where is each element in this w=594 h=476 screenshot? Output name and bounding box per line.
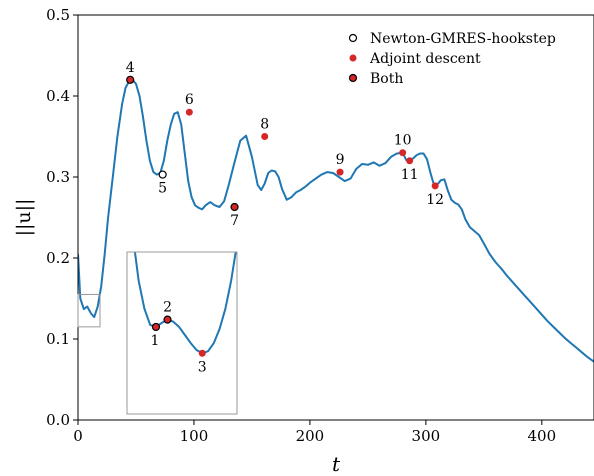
legend-marker — [348, 73, 358, 83]
series-line — [78, 78, 594, 363]
orbit-point-label: 11 — [401, 167, 419, 183]
y-tick-label: 0.5 — [46, 6, 70, 24]
orbit-point-label: 7 — [230, 213, 239, 229]
orbit-point — [230, 202, 239, 212]
inset-orbit-point — [198, 349, 206, 357]
inset-layer: 1 2 3 — [127, 252, 237, 414]
orbit-point-label: 5 — [158, 181, 167, 197]
orbit-point-label: 10 — [394, 133, 412, 149]
inset-point-label: 2 — [163, 300, 172, 316]
inset-point-label: 1 — [150, 333, 159, 349]
orbit-point-label: 4 — [126, 60, 135, 76]
inset-zoom-region — [77, 293, 101, 328]
inset-background — [127, 252, 237, 414]
y-axis-label: ||u|| — [13, 199, 35, 237]
orbit-point — [126, 75, 135, 84]
orbit-point-label: 8 — [260, 117, 269, 133]
legend-marker — [349, 54, 357, 62]
y-tick-label: 0.1 — [46, 330, 70, 348]
orbit-point-label: 9 — [336, 152, 345, 168]
orbit-point-label: 6 — [185, 92, 194, 108]
x-axis-label: t — [332, 452, 341, 476]
x-tick-label: 0 — [73, 427, 83, 445]
orbit-point — [185, 108, 193, 116]
inset-point-label: 3 — [198, 359, 207, 375]
inset-frame — [126, 251, 238, 415]
x-tick-label: 300 — [412, 427, 441, 445]
legend-label: Both — [370, 71, 403, 87]
legend-marker — [348, 33, 358, 43]
orbit-point — [406, 157, 414, 165]
inset-orbit-point — [151, 322, 161, 332]
legend-label: Newton-GMRES-hookstep — [370, 31, 556, 47]
orbit-point — [399, 149, 407, 157]
legend: Newton-GMRES-hookstep Adjoint descent Both — [348, 31, 556, 87]
orbit-point-label: 12 — [426, 192, 444, 208]
plot-frame — [77, 14, 594, 421]
x-tick-label: 200 — [296, 427, 325, 445]
y-tick-label: 0.3 — [46, 168, 70, 186]
legend-label: Adjoint descent — [369, 51, 481, 67]
orbit-point — [336, 168, 344, 176]
x-tick-label: 400 — [527, 427, 556, 445]
data-layer — [78, 78, 594, 363]
inset-line-group — [133, 252, 237, 355]
inset-orbit-point — [163, 315, 172, 324]
orbit-point — [158, 170, 167, 179]
y-tick-label: 0.0 — [46, 411, 70, 429]
orbit-point — [431, 182, 439, 190]
y-tick-label: 0.4 — [46, 87, 70, 105]
inset-series-line — [133, 252, 237, 355]
y-tick-label: 0.2 — [46, 249, 70, 267]
axis-ticks: 0 100 200 300 400 0.0 0.1 0.2 0.3 0.4 0.5 — [46, 6, 556, 445]
x-tick-label: 100 — [180, 427, 209, 445]
orbit-point — [261, 133, 269, 140]
